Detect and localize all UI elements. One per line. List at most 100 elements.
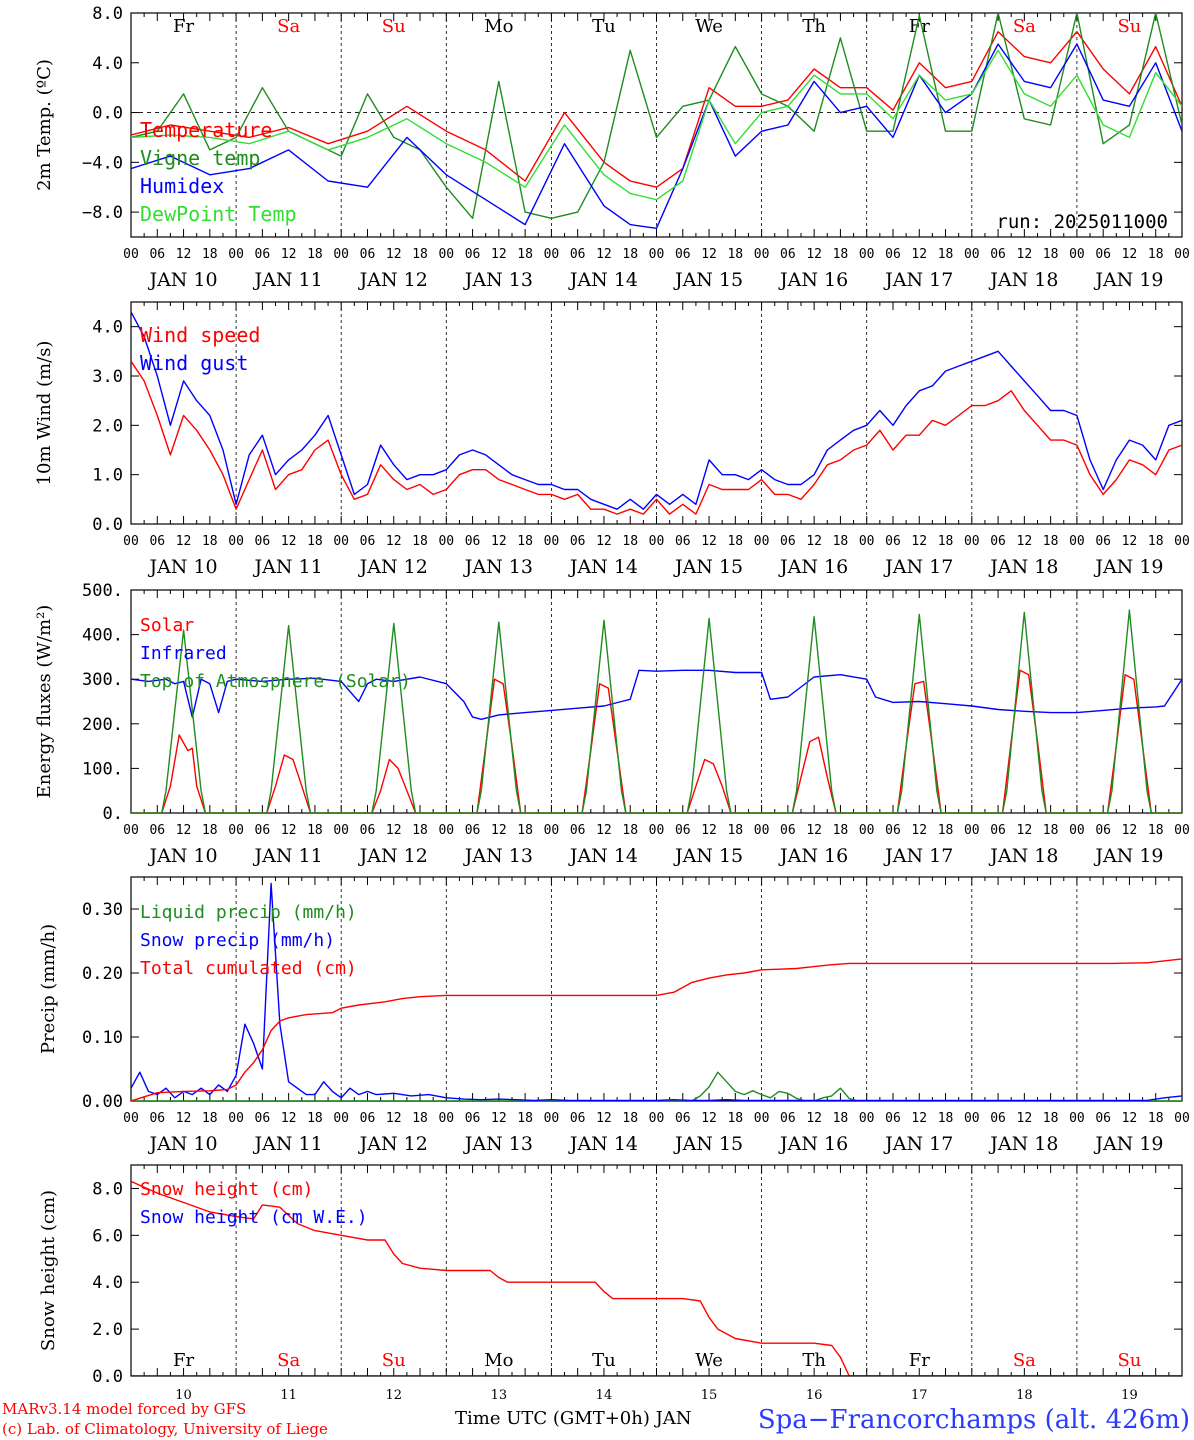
- weekday-label: Fr: [909, 1350, 930, 1371]
- x-date-label: JAN 10: [147, 556, 217, 578]
- x-hour-label: 06: [675, 823, 691, 838]
- x-hour-label: 00: [544, 247, 560, 262]
- x-hour-label: 18: [202, 1111, 218, 1126]
- x-day-number: 10: [175, 1388, 192, 1403]
- x-hour-label: 12: [1017, 823, 1033, 838]
- meteogram-panels: 8.0 4.0 0.0 −4.0 −8.0 2m Temp. (ºC) 00 06 12 18 00…: [34, 4, 1190, 1403]
- y-tick-label: 0.10: [82, 1028, 123, 1048]
- y-tick-label: −8.0: [82, 203, 123, 223]
- y-tick-label: 400.: [82, 626, 123, 646]
- x-hour-label: 12: [176, 534, 192, 549]
- x-hour-label: 18: [622, 534, 638, 549]
- x-hour-label: 00: [123, 1111, 139, 1126]
- legend-entry: Infrared: [140, 643, 227, 664]
- panel-5: 8.0 6.0 4.0 2.0 0.0 Snow height (cm) 10 11 12 13 1…: [38, 1164, 1183, 1403]
- x-hour-label: 12: [491, 534, 507, 549]
- x-hour-label: 00: [123, 823, 139, 838]
- x-hour-label: 12: [911, 823, 927, 838]
- panel-1: 8.0 4.0 0.0 −4.0 −8.0 2m Temp. (ºC) 00 06 12 18 00…: [34, 4, 1190, 291]
- x-hour-label: 00: [544, 823, 560, 838]
- y-axis-label: 2m Temp. (ºC): [34, 59, 55, 191]
- x-hour-label: 00: [438, 534, 454, 549]
- x-hour-label: 00: [649, 1111, 665, 1126]
- series-group: [131, 13, 1182, 230]
- x-hour-label: 06: [1095, 247, 1111, 262]
- x-hour-label: 06: [885, 534, 901, 549]
- series-line-3: [131, 43, 1182, 230]
- x-hour-label: 18: [1148, 823, 1164, 838]
- x-hour-label: 18: [412, 823, 428, 838]
- legend-entry: Vigne temp: [140, 146, 260, 170]
- x-hour-label: 06: [149, 247, 165, 262]
- x-date-label: JAN 13: [463, 1133, 533, 1155]
- y-tick-label: 0.30: [82, 900, 123, 920]
- x-hour-label: 06: [149, 534, 165, 549]
- x-date-label: JAN 19: [1093, 1133, 1163, 1155]
- x-date-label: JAN 12: [358, 269, 428, 291]
- x-hour-label: 18: [517, 534, 533, 549]
- x-hour-label: 12: [176, 823, 192, 838]
- y-tick-label: 0.: [103, 804, 123, 824]
- x-hour-label: 06: [1095, 823, 1111, 838]
- x-hour-label: 00: [438, 247, 454, 262]
- series-line-1: [131, 31, 1182, 188]
- x-hour-label: 12: [176, 1111, 192, 1126]
- y-tick-label: 0.0: [92, 1367, 123, 1387]
- x-hour-label: 00: [228, 823, 244, 838]
- x-hour-label: 00: [754, 823, 770, 838]
- x-hour-label: 00: [123, 534, 139, 549]
- x-hour-label: 00: [1174, 534, 1190, 549]
- series-line-2: [131, 669, 1182, 720]
- x-hour-label: 18: [1043, 247, 1059, 262]
- x-date-label: JAN 19: [1093, 845, 1163, 867]
- x-hour-label: 12: [1017, 1111, 1033, 1126]
- x-hour-label: 00: [754, 247, 770, 262]
- x-hour-label: 00: [964, 534, 980, 549]
- weekday-label: Su: [1117, 1350, 1141, 1371]
- time-axis-label: Time UTC (GMT+0h) JAN: [455, 1408, 692, 1429]
- y-tick-label: 300.: [82, 670, 123, 690]
- x-date-label: JAN 12: [358, 1133, 428, 1155]
- weekday-label: Su: [382, 1350, 406, 1371]
- x-hour-label: 06: [1095, 1111, 1111, 1126]
- y-tick-label: 0.00: [82, 1092, 123, 1112]
- x-day-number: 17: [911, 1388, 928, 1403]
- x-date-label: JAN 17: [883, 845, 953, 867]
- x-hour-label: 06: [360, 1111, 376, 1126]
- weekday-label: Sa: [277, 1350, 300, 1371]
- x-hour-label: 12: [491, 823, 507, 838]
- x-hour-label: 18: [1148, 247, 1164, 262]
- legend-entry: Snow height (cm W.E.): [140, 1207, 368, 1228]
- x-hour-label: 06: [675, 534, 691, 549]
- x-day-number: 16: [806, 1388, 823, 1403]
- x-date-label: JAN 18: [988, 269, 1058, 291]
- x-hour-label: 00: [859, 247, 875, 262]
- x-hour-label: 00: [544, 534, 560, 549]
- x-hour-label: 06: [465, 823, 481, 838]
- series-line-1: [131, 669, 1182, 813]
- x-hour-label: 00: [228, 534, 244, 549]
- series-group: [131, 882, 1182, 1101]
- x-date-label: JAN 19: [1093, 556, 1163, 578]
- weekday-label: Su: [382, 16, 406, 37]
- x-hour-label: 00: [228, 1111, 244, 1126]
- x-hour-label: 12: [806, 247, 822, 262]
- x-date-label: JAN 13: [463, 556, 533, 578]
- x-date-label: JAN 18: [988, 556, 1058, 578]
- x-date-label: JAN 14: [568, 556, 638, 578]
- x-hour-label: 12: [596, 247, 612, 262]
- x-hour-label: 18: [202, 534, 218, 549]
- x-hour-label: 12: [386, 823, 402, 838]
- weekday-label: Mo: [484, 1350, 513, 1371]
- series-line-1: [131, 360, 1182, 515]
- x-date-label: JAN 17: [883, 556, 953, 578]
- x-hour-label: 12: [281, 247, 297, 262]
- x-hour-label: 12: [176, 247, 192, 262]
- x-hour-label: 18: [622, 247, 638, 262]
- legend-entry: Wind gust: [140, 351, 248, 375]
- x-hour-label: 06: [360, 823, 376, 838]
- x-hour-label: 00: [754, 534, 770, 549]
- legend-entry: Snow precip (mm/h): [140, 930, 335, 951]
- y-tick-label: 0.0: [92, 104, 123, 124]
- x-hour-label: 00: [1069, 534, 1085, 549]
